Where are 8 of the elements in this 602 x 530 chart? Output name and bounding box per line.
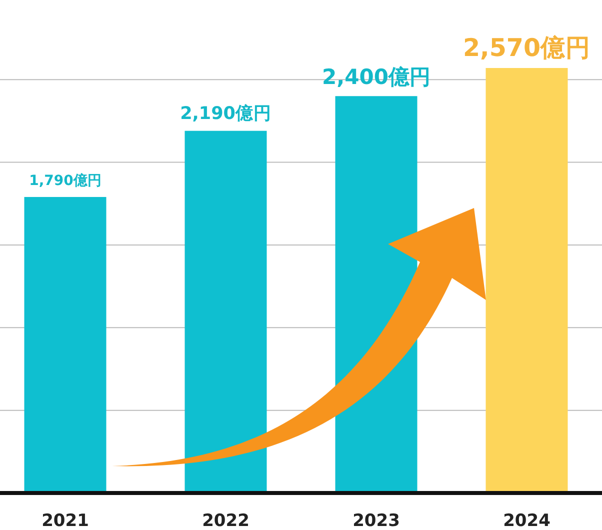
data-label: 2,400億円	[322, 65, 430, 90]
data-label: 2,190億円	[180, 102, 272, 124]
x-tick-label: 2024	[503, 511, 551, 530]
data-label: 2,570億円	[463, 33, 590, 62]
x-tick-label: 2021	[42, 511, 89, 530]
x-tick-label: 2023	[352, 511, 400, 530]
data-label: 1,790億円	[29, 172, 102, 189]
x-tick-label: 2022	[202, 511, 250, 530]
